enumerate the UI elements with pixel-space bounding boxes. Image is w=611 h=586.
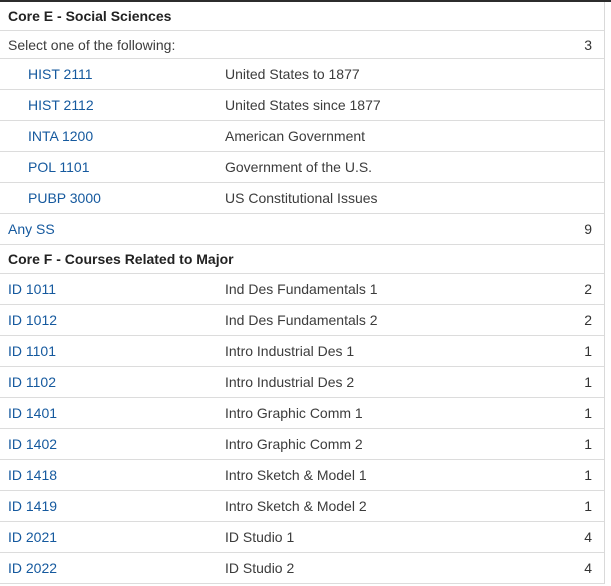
hours-cell: 9	[584, 221, 592, 237]
course-title: Intro Sketch & Model 2	[225, 498, 367, 514]
instruction-row: Select one of the following: 3	[0, 31, 604, 59]
course-row-inta-1200: INTA 1200 American Government	[0, 121, 604, 152]
course-link-hist-2111[interactable]: HIST 2111	[28, 66, 93, 82]
hours-cell: 1	[584, 498, 592, 514]
course-link-id-1402[interactable]: ID 1402	[8, 436, 58, 452]
course-title: United States to 1877	[225, 66, 360, 82]
course-link-id-1101[interactable]: ID 1101	[8, 343, 56, 359]
course-link-pubp-3000[interactable]: PUBP 3000	[28, 190, 101, 206]
course-row-id-1418: ID 1418 Intro Sketch & Model 1 1	[0, 460, 604, 491]
hours-cell: 3	[584, 36, 592, 53]
course-row-id-1401: ID 1401 Intro Graphic Comm 1 1	[0, 398, 604, 429]
course-row-any-ss: Any SS 9	[0, 214, 604, 245]
course-title: Intro Sketch & Model 1	[225, 467, 367, 483]
hours-cell: 1	[584, 405, 592, 421]
course-link-id-1419[interactable]: ID 1419	[8, 498, 58, 514]
hours-cell: 1	[584, 374, 592, 390]
course-row-pubp-3000: PUBP 3000 US Constitutional Issues	[0, 183, 604, 214]
course-link-id-2021[interactable]: ID 2021	[8, 529, 58, 545]
course-title: US Constitutional Issues	[225, 190, 378, 206]
course-link-id-2022[interactable]: ID 2022	[8, 560, 58, 576]
section-header-row-core-e: Core E - Social Sciences	[0, 2, 604, 31]
course-link-any-ss[interactable]: Any SS	[8, 221, 55, 237]
course-title: Intro Graphic Comm 2	[225, 436, 363, 452]
course-row-id-1102: ID 1102 Intro Industrial Des 2 1	[0, 367, 604, 398]
course-row-id-2021: ID 2021 ID Studio 1 4	[0, 522, 604, 553]
hours-cell: 2	[584, 281, 592, 297]
course-title: Government of the U.S.	[225, 159, 373, 175]
hours-cell: 4	[584, 560, 592, 576]
course-link-id-1401[interactable]: ID 1401	[8, 405, 58, 421]
course-row-id-1402: ID 1402 Intro Graphic Comm 2 1	[0, 429, 604, 460]
instruction-text: Select one of the following:	[8, 36, 176, 53]
course-row-id-2022: ID 2022 ID Studio 2 4	[0, 553, 604, 584]
course-title: Intro Industrial Des 2	[225, 374, 355, 390]
course-row-pol-1101: POL 1101 Government of the U.S.	[0, 152, 604, 183]
section-header-row-core-f: Core F - Courses Related to Major	[0, 245, 604, 274]
course-link-id-1418[interactable]: ID 1418	[8, 467, 58, 483]
course-row-hist-2112: HIST 2112 United States since 1877	[0, 90, 604, 121]
course-link-hist-2112[interactable]: HIST 2112	[28, 97, 94, 113]
course-title: ID Studio 2	[225, 560, 295, 576]
course-link-inta-1200[interactable]: INTA 1200	[28, 128, 94, 144]
course-link-pol-1101[interactable]: POL 1101	[28, 159, 90, 175]
course-row-id-1012: ID 1012 Ind Des Fundamentals 2 2	[0, 305, 604, 336]
course-title: Ind Des Fundamentals 1	[225, 281, 378, 297]
hours-cell: 1	[584, 467, 592, 483]
hours-cell: 2	[584, 312, 592, 328]
section-title-core-e: Core E - Social Sciences	[8, 8, 172, 24]
course-title: American Government	[225, 128, 366, 144]
course-link-id-1012[interactable]: ID 1012	[8, 312, 58, 328]
course-row-id-1011: ID 1011 Ind Des Fundamentals 1 2	[0, 274, 604, 305]
course-row-id-1101: ID 1101 Intro Industrial Des 1 1	[0, 336, 604, 367]
course-title: Intro Graphic Comm 1	[225, 405, 363, 421]
course-title: Ind Des Fundamentals 2	[225, 312, 378, 328]
course-title: United States since 1877	[225, 97, 381, 113]
course-row-hist-2111: HIST 2111 United States to 1877	[0, 59, 604, 90]
hours-cell: 4	[584, 529, 592, 545]
course-title: ID Studio 1	[225, 529, 295, 545]
course-link-id-1011[interactable]: ID 1011	[8, 281, 56, 297]
course-title: Intro Industrial Des 1	[225, 343, 355, 359]
course-row-id-1419: ID 1419 Intro Sketch & Model 2 1	[0, 491, 604, 522]
hours-cell: 1	[584, 343, 592, 359]
course-link-id-1102[interactable]: ID 1102	[8, 374, 56, 390]
section-title-core-f: Core F - Courses Related to Major	[8, 251, 234, 267]
hours-cell: 1	[584, 436, 592, 452]
